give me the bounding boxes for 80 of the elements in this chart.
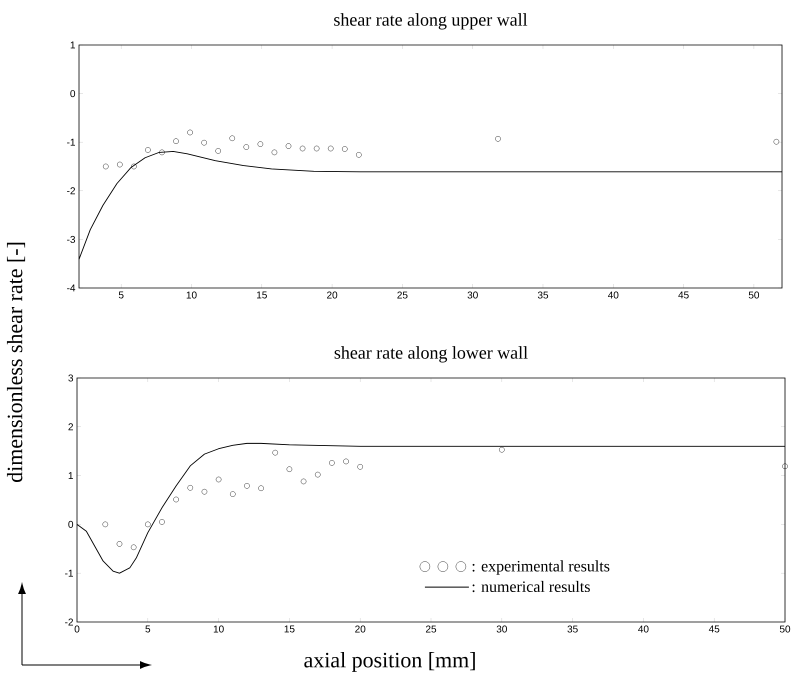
x-tick-label: 15 — [257, 291, 267, 298]
point — [145, 147, 151, 153]
point — [258, 141, 264, 147]
y-tick-label: -3 — [67, 236, 76, 243]
point — [173, 496, 179, 502]
x-tick-label: 50 — [780, 626, 790, 633]
point — [187, 484, 194, 491]
point — [286, 466, 292, 472]
y-tick-label: -4 — [67, 284, 76, 292]
point — [201, 140, 207, 146]
y-axis-title: dimensionless shear rate [-] — [6, 242, 26, 482]
point — [782, 464, 788, 470]
point — [343, 458, 349, 464]
point — [286, 143, 292, 149]
point — [130, 544, 136, 550]
x-tick-label: 20 — [327, 292, 338, 299]
x-tick-label: 30 — [468, 292, 478, 299]
point — [159, 150, 165, 156]
y-tick-label: 0 — [70, 90, 76, 98]
point — [314, 472, 321, 478]
legend-label: : numerical results — [472, 580, 590, 592]
point — [116, 162, 123, 168]
x-tick-label: 35 — [567, 626, 578, 633]
point — [272, 150, 278, 156]
point — [314, 146, 320, 152]
x-tick-label: 50 — [748, 292, 760, 299]
point — [300, 478, 306, 484]
x-tick-label: 25 — [397, 292, 408, 299]
point — [102, 522, 108, 528]
chart-title: shear rate along lower wall — [334, 346, 528, 362]
point — [202, 488, 208, 494]
x-tick-label: 25 — [426, 626, 436, 633]
x-tick-label: 40 — [638, 626, 649, 633]
x-tick-label: 30 — [496, 626, 507, 633]
point — [229, 136, 236, 142]
point — [102, 164, 109, 170]
y-tick-label: 1 — [68, 472, 74, 480]
x-tick-label: 45 — [708, 626, 720, 632]
point — [774, 138, 780, 144]
y-tick-label: -1 — [65, 570, 74, 577]
point — [230, 491, 236, 497]
x-tick-label: 15 — [284, 626, 295, 632]
x-tick-label: 35 — [538, 292, 548, 299]
point — [328, 146, 334, 152]
point — [131, 164, 137, 170]
point — [173, 138, 179, 144]
point — [116, 541, 122, 547]
point — [342, 146, 348, 152]
point — [356, 152, 362, 158]
point — [495, 136, 501, 142]
point — [357, 464, 364, 470]
point — [258, 485, 264, 492]
x-axis-title: axial position [mm] — [304, 652, 475, 672]
point — [329, 460, 335, 466]
y-tick-label: 0 — [68, 520, 74, 528]
y-tick-label: -2 — [65, 618, 73, 626]
point — [216, 476, 222, 482]
x-tick-label: 45 — [678, 291, 689, 298]
point — [145, 522, 151, 528]
x-tick-label: 40 — [608, 292, 618, 299]
point — [499, 446, 505, 453]
y-tick-label: 2 — [68, 423, 73, 430]
point — [300, 146, 306, 152]
point — [244, 144, 250, 150]
point — [159, 519, 165, 525]
legend-label: : experimental results — [472, 560, 610, 575]
x-tick-label: 20 — [355, 626, 366, 633]
x-tick-label: 5 — [145, 626, 150, 632]
y-tick-label: -2 — [67, 187, 75, 194]
x-tick-label: 5 — [118, 291, 124, 298]
point — [272, 450, 278, 456]
y-tick-label: -1 — [67, 138, 76, 146]
y-tick-label: 1 — [70, 42, 76, 48]
y-tick-label: 3 — [68, 374, 74, 382]
point — [215, 148, 222, 154]
x-tick-label: 10 — [214, 626, 224, 633]
point — [244, 483, 250, 489]
chart-title: shear rate along upper wall — [334, 13, 528, 30]
x-tick-label: 10 — [186, 292, 197, 299]
point — [187, 130, 193, 136]
